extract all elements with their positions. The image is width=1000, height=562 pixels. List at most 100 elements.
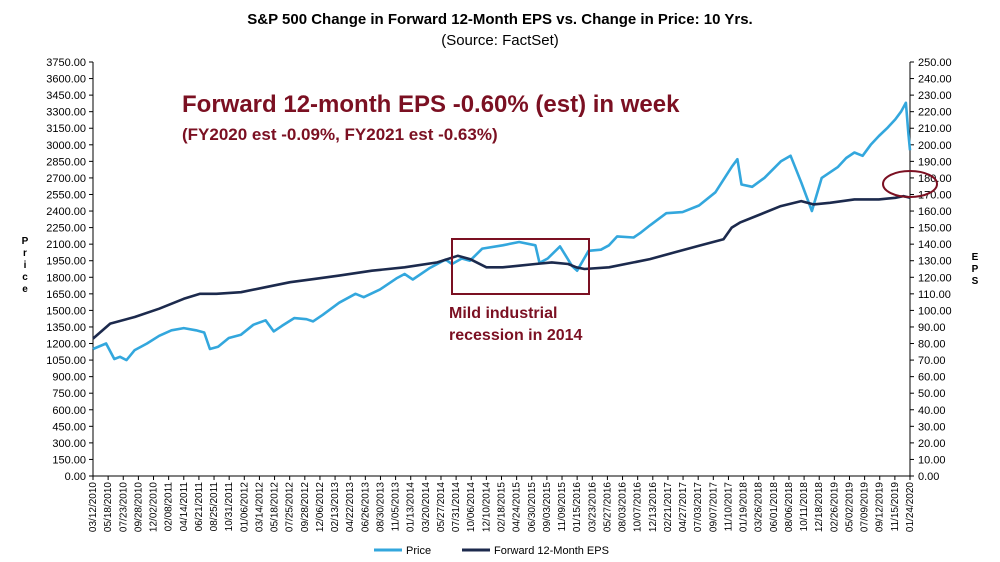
y-left-tick-label: 2400.00	[46, 206, 86, 218]
y-left-tick-label: 3750.00	[46, 57, 86, 69]
x-tick-label: 02/18/2015	[497, 482, 508, 532]
x-tick-label: 05/02/2019	[844, 482, 855, 532]
y-right-tick-label: 0.00	[918, 471, 939, 483]
x-tick-label: 01/06/2012	[239, 482, 250, 532]
y-left-tick-label: 2100.00	[46, 239, 86, 251]
y-right-tick-label: 170.00	[918, 189, 952, 201]
x-tick-label: 08/25/2011	[209, 482, 220, 532]
y-left-tick-label: 2550.00	[46, 189, 86, 201]
x-tick-label: 04/22/2013	[345, 482, 356, 532]
y-right-tick-label: 50.00	[918, 388, 946, 400]
y-left-tick-label: 150.00	[52, 454, 86, 466]
y-right-tick-label: 160.00	[918, 206, 952, 218]
y-left-tick-label: 1950.00	[46, 256, 86, 268]
y-right-tick-label: 150.00	[918, 223, 952, 235]
x-tick-label: 03/20/2014	[421, 482, 432, 532]
x-tick-label: 12/02/2010	[149, 482, 160, 532]
y-left-tick-label: 600.00	[52, 405, 86, 417]
x-tick-label: 03/14/2012	[254, 482, 265, 532]
x-tick-label: 02/13/2013	[330, 482, 341, 532]
y-left-tick-label: 1650.00	[46, 289, 86, 301]
y-right-tick-label: 240.00	[918, 74, 952, 86]
x-tick-label: 06/21/2011	[194, 482, 205, 532]
annotation-box-2014	[451, 238, 590, 295]
legend-label-eps: Forward 12-Month EPS	[494, 545, 609, 557]
y-axis-right-ticks: 0.00 10.00 20.00 30.00 40.00 50.00 60.00 70.00 8…	[910, 57, 952, 483]
y-left-tick-label: 2250.00	[46, 223, 86, 235]
x-tick-label: 10/11/2018	[799, 482, 810, 532]
x-tick-label: 10/31/2011	[224, 482, 235, 532]
x-tick-label: 06/30/2015	[527, 482, 538, 532]
y-right-tick-label: 20.00	[918, 438, 946, 450]
y-right-tick-label: 10.00	[918, 454, 946, 466]
x-tick-label: 08/03/2016	[618, 482, 629, 532]
x-tick-label: 11/10/2017	[723, 482, 734, 532]
y-right-tick-label: 210.00	[918, 123, 952, 135]
x-tick-label: 12/13/2016	[648, 482, 659, 532]
y-left-tick-label: 3450.00	[46, 90, 86, 102]
y-right-tick-label: 130.00	[918, 256, 952, 268]
x-tick-label: 06/01/2018	[769, 482, 780, 532]
series-group	[92, 101, 912, 362]
y-left-tick-label: 2850.00	[46, 156, 86, 168]
x-tick-label: 03/26/2018	[754, 482, 765, 532]
y-right-tick-label: 70.00	[918, 355, 946, 367]
x-tick-label: 01/15/2016	[572, 482, 583, 532]
y-left-tick-label: 1200.00	[46, 339, 86, 351]
x-tick-label: 07/03/2017	[693, 482, 704, 532]
x-tick-label: 12/06/2012	[315, 482, 326, 532]
x-tick-label: 10/07/2016	[633, 482, 644, 532]
x-tick-label: 12/10/2014	[481, 482, 492, 532]
y-left-tick-label: 300.00	[52, 438, 86, 450]
x-tick-label: 01/19/2018	[739, 482, 750, 532]
x-tick-label: 05/27/2014	[436, 482, 447, 532]
y-left-tick-label: 2700.00	[46, 173, 86, 185]
x-tick-label: 05/27/2016	[602, 482, 613, 532]
y-right-tick-label: 140.00	[918, 239, 952, 251]
x-axis-ticks: 03/12/2010 05/18/2010 07/23/2010 09/28/2010…	[88, 476, 916, 532]
x-tick-label: 12/18/2018	[814, 482, 825, 532]
y-right-tick-label: 40.00	[918, 405, 946, 417]
y-right-tick-label: 230.00	[918, 90, 952, 102]
chart-subtitle: (Source: FactSet)	[441, 32, 559, 49]
chart-title: S&P 500 Change in Forward 12-Month EPS v…	[247, 11, 752, 28]
legend-label-price: Price	[406, 545, 431, 557]
y-right-tick-label: 120.00	[918, 272, 952, 284]
y-left-tick-label: 3600.00	[46, 74, 86, 86]
x-tick-label: 04/24/2015	[512, 482, 523, 532]
y-axis-left-ticks: 0.00 150.00 300.00 450.00 600.00 750.00 900.00…	[46, 57, 93, 483]
y-left-tick-label: 3300.00	[46, 107, 86, 119]
series-line-eps	[92, 194, 911, 340]
annotation-subline: (FY2020 est -0.09%, FY2021 est -0.63%)	[182, 125, 498, 144]
annotation-box-label-1: Mild industrial	[449, 305, 557, 322]
annotation-box-label-2: recession in 2014	[449, 327, 583, 344]
y-left-tick-label: 0.00	[65, 471, 86, 483]
x-tick-label: 09/28/2010	[133, 482, 144, 532]
y-left-tick-label: 450.00	[52, 421, 86, 433]
y-left-tick-label: 1350.00	[46, 322, 86, 334]
annotation-headline: Forward 12-month EPS -0.60% (est) in wee…	[182, 91, 680, 118]
x-tick-label: 05/18/2010	[103, 482, 114, 532]
x-tick-label: 04/14/2011	[179, 482, 190, 532]
y-right-tick-label: 80.00	[918, 339, 946, 351]
x-tick-label: 11/15/2019	[890, 482, 901, 532]
y-left-tick-label: 750.00	[52, 388, 86, 400]
x-tick-label: 09/07/2017	[708, 482, 719, 532]
x-tick-label: 05/18/2012	[270, 482, 281, 532]
legend: Price Forward 12-Month EPS	[374, 545, 609, 557]
x-tick-label: 01/13/2014	[406, 482, 417, 532]
x-tick-label: 11/05/2013	[391, 482, 402, 532]
x-tick-label: 06/26/2013	[360, 482, 371, 532]
y-right-tick-label: 220.00	[918, 107, 952, 119]
x-tick-label: 02/21/2017	[663, 482, 674, 532]
x-tick-label: 03/23/2016	[587, 482, 598, 532]
y-right-tick-label: 60.00	[918, 372, 946, 384]
y-left-tick-label: 3000.00	[46, 140, 86, 152]
annotation-ellipse-recent	[882, 170, 938, 198]
x-tick-label: 09/28/2012	[300, 482, 311, 532]
x-tick-label: 11/09/2015	[557, 482, 568, 532]
